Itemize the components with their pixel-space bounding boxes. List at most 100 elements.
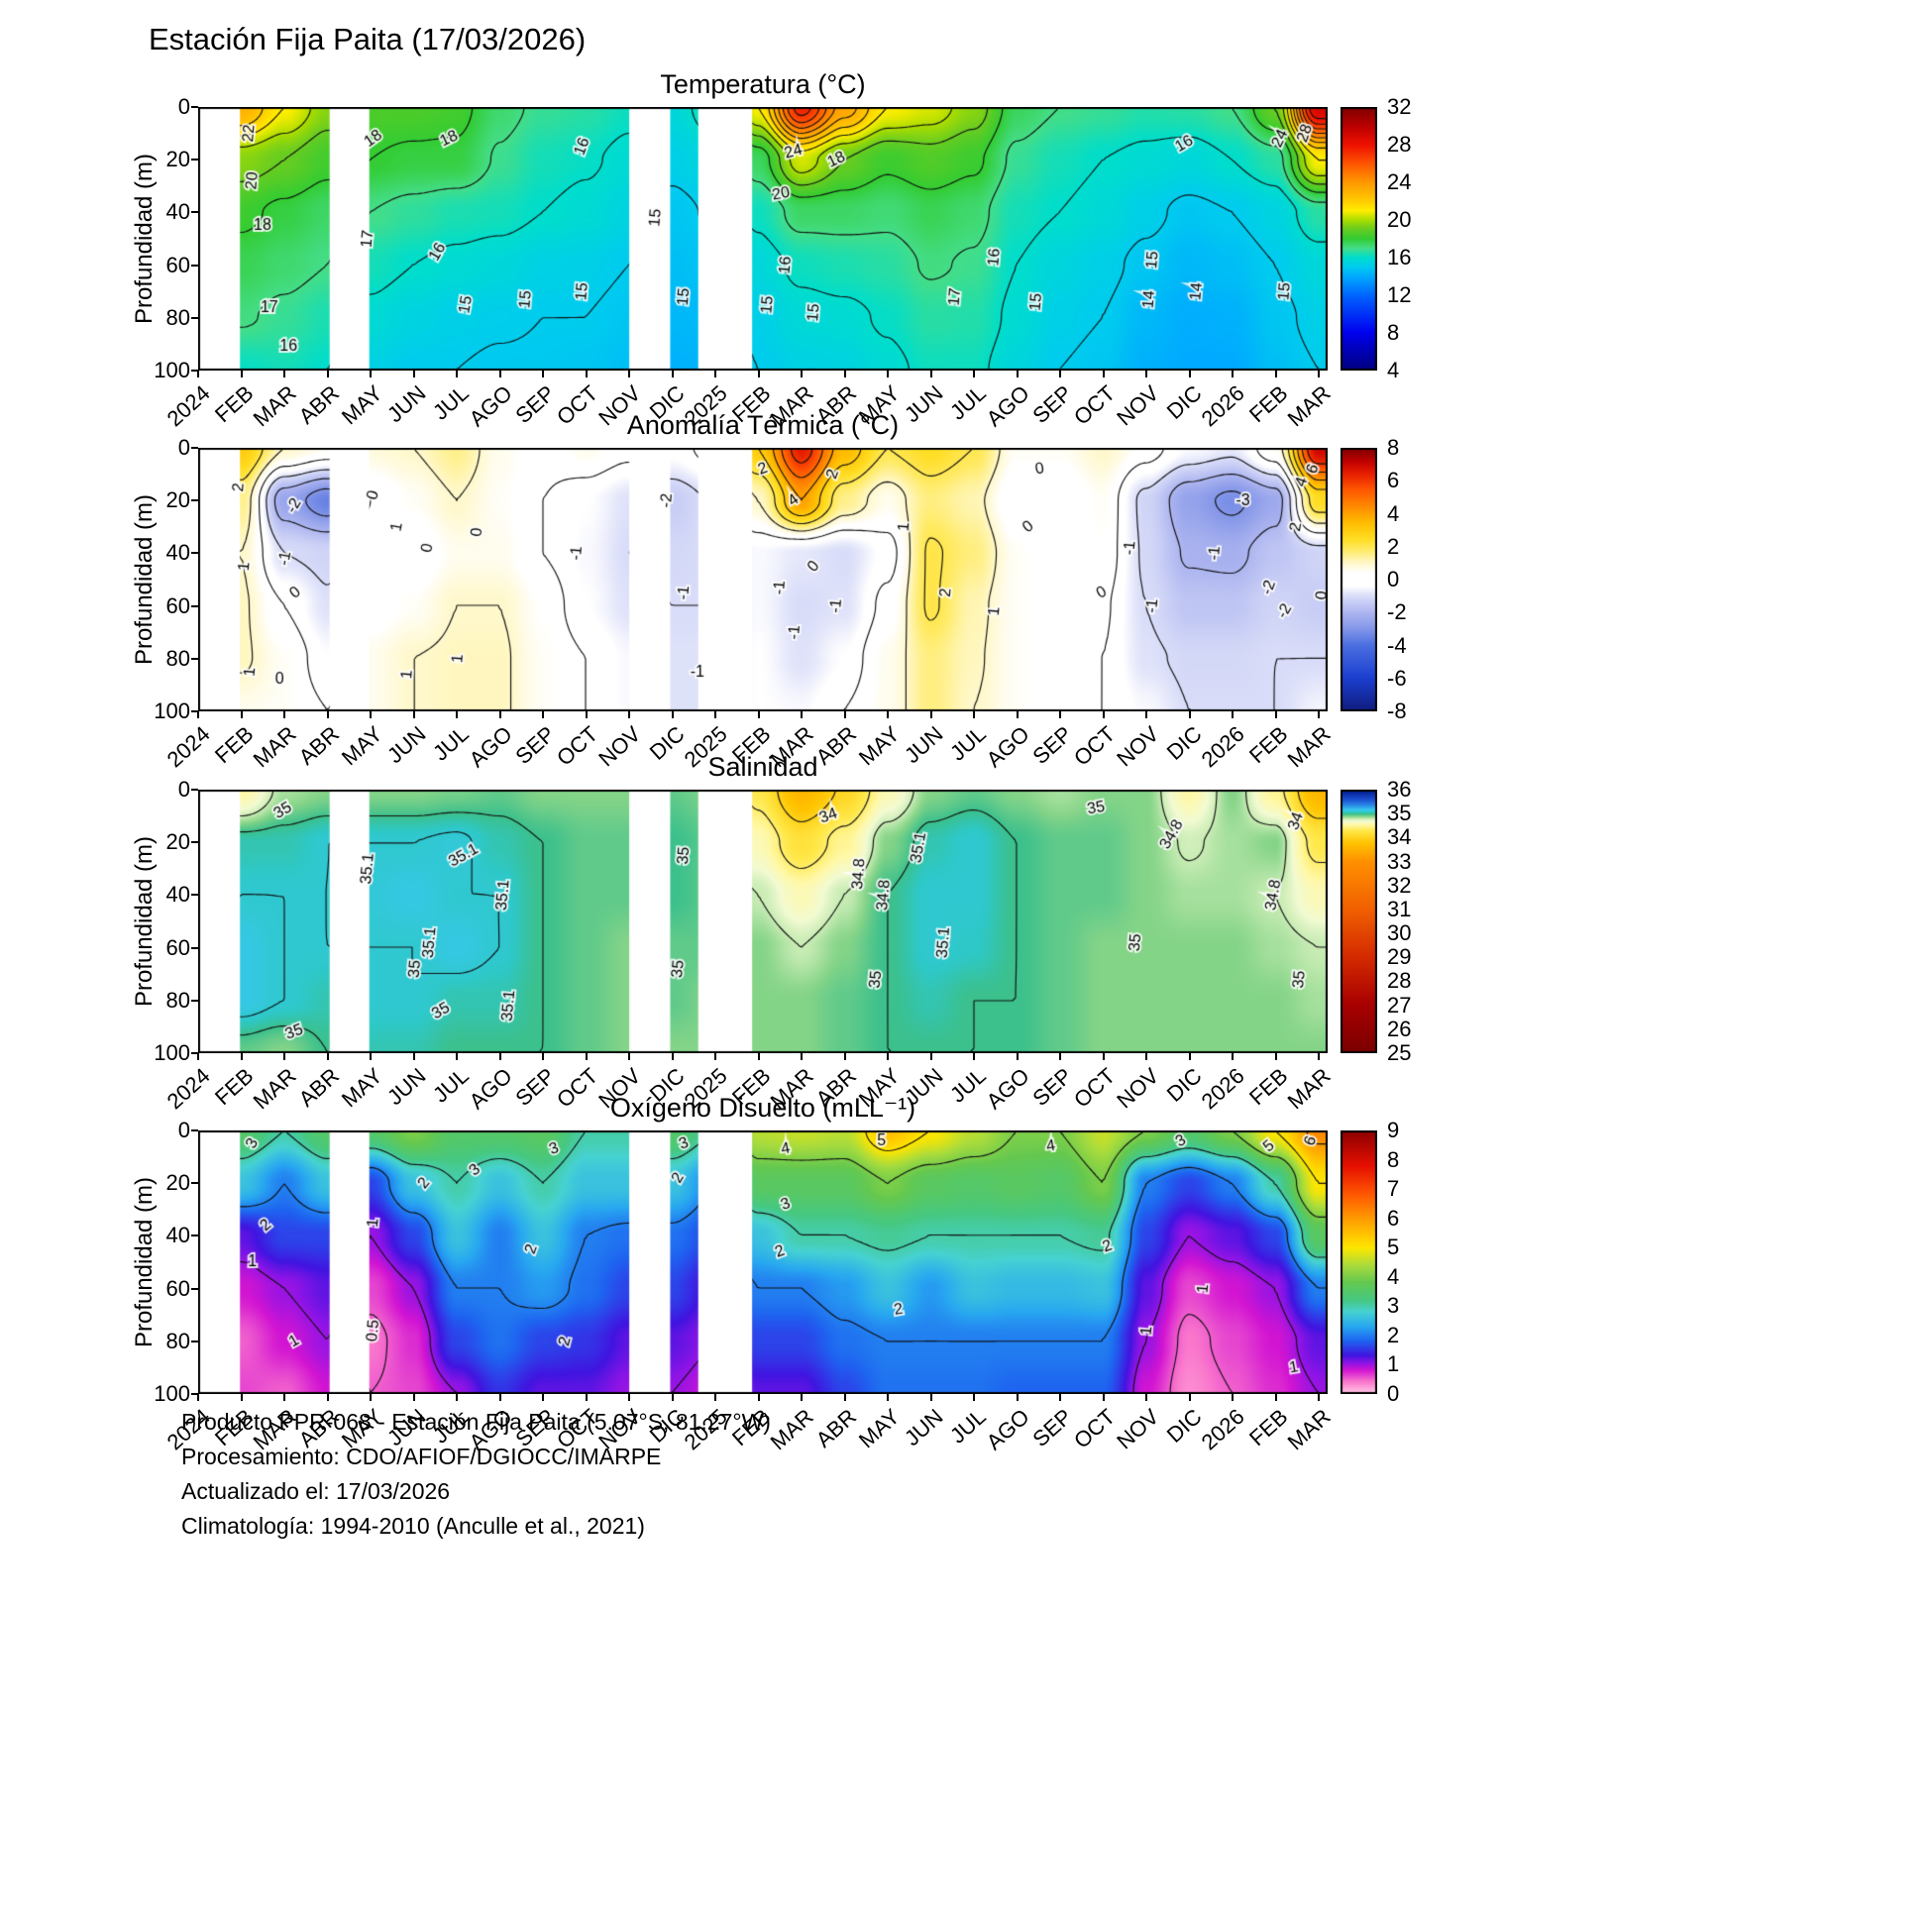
- x-tick-mark: [412, 371, 415, 377]
- x-tick-mark: [498, 1394, 501, 1401]
- colorbar-tick-label: -2: [1387, 599, 1407, 625]
- x-tick-mark: [929, 1053, 932, 1060]
- x-tick-label: MAR: [765, 1404, 818, 1455]
- heatmap-anomalia: [198, 448, 1328, 711]
- x-tick-mark: [1318, 1053, 1321, 1060]
- colorbar-tick-label: 25: [1387, 1040, 1412, 1065]
- colorbar-tick-label: 35: [1387, 801, 1412, 826]
- y-tick-mark: [191, 211, 198, 214]
- y-tick-label: 0: [177, 435, 190, 460]
- x-tick-label: MAY: [853, 1404, 905, 1453]
- y-tick-label: 80: [165, 304, 190, 330]
- colorbar-tick-label: 6: [1387, 1205, 1400, 1231]
- x-tick-mark: [240, 1394, 243, 1401]
- footer: Producto PPR-068 - Estación Fija Paita (…: [181, 1405, 771, 1544]
- x-tick-mark: [326, 711, 329, 718]
- x-tick-mark: [370, 371, 373, 377]
- colorbar-tick-label: 4: [1387, 1263, 1400, 1289]
- y-tick-mark: [191, 159, 198, 161]
- x-tick-label: OCT: [1069, 1404, 1121, 1453]
- heatmap-temperatura: [198, 107, 1328, 371]
- x-tick-mark: [456, 1394, 459, 1401]
- x-tick-mark: [801, 371, 804, 377]
- y-tick-label: 100: [154, 358, 190, 382]
- x-tick-mark: [757, 1053, 760, 1060]
- x-tick-mark: [412, 711, 415, 718]
- y-tick-label: 60: [165, 934, 190, 960]
- x-tick-mark: [628, 371, 631, 377]
- x-tick-label: JUL: [945, 1404, 991, 1449]
- x-tick-mark: [843, 1053, 846, 1060]
- colorbar-tick-label: 28: [1387, 132, 1412, 157]
- y-tick-mark: [191, 604, 198, 607]
- colorbar-tick-label: 4: [1387, 500, 1400, 526]
- x-tick-mark: [1102, 1394, 1105, 1401]
- x-tick-mark: [671, 371, 674, 377]
- x-tick-mark: [628, 1394, 631, 1401]
- colorbar-tick-label: 28: [1387, 968, 1412, 994]
- x-tick-mark: [1016, 711, 1019, 718]
- colorbar-oxigeno: [1341, 1130, 1377, 1394]
- y-tick-label: 40: [165, 1223, 190, 1248]
- y-tick-label: 100: [154, 1040, 190, 1065]
- colorbar-tick-label: -4: [1387, 632, 1407, 658]
- y-tick-label: 40: [165, 199, 190, 225]
- colorbar-tick-label: -6: [1387, 665, 1407, 691]
- colorbar-tick-label: 4: [1387, 358, 1400, 382]
- y-tick-label: 60: [165, 592, 190, 618]
- y-tick-label: 60: [165, 252, 190, 277]
- y-axis-label-salinidad: Profundidad (m): [131, 835, 158, 1008]
- x-tick-mark: [628, 711, 631, 718]
- x-tick-label: JUN: [899, 1404, 948, 1451]
- x-tick-mark: [240, 371, 243, 377]
- x-tick-mark: [1059, 1053, 1062, 1060]
- x-tick-mark: [498, 1053, 501, 1060]
- footer-line-climatology: Climatología: 1994-2010 (Anculle et al.,…: [181, 1513, 645, 1539]
- colorbar-tick-label: 20: [1387, 207, 1412, 232]
- x-tick-mark: [1059, 711, 1062, 718]
- x-tick-mark: [283, 1053, 286, 1060]
- colorbar-tick-label: -8: [1387, 698, 1407, 723]
- y-axis-label-oxigeno: Profundidad (m): [131, 1176, 158, 1348]
- x-tick-mark: [973, 711, 976, 718]
- colorbar-tick-label: 1: [1387, 1351, 1400, 1377]
- y-tick-mark: [191, 1129, 198, 1131]
- x-tick-mark: [585, 1053, 588, 1060]
- x-tick-mark: [887, 1053, 890, 1060]
- y-tick-mark: [191, 1052, 198, 1054]
- y-tick-label: 60: [165, 1275, 190, 1301]
- colorbar-tick-label: 8: [1387, 1146, 1400, 1172]
- x-tick-mark: [671, 711, 674, 718]
- y-tick-label: 0: [177, 777, 190, 802]
- x-tick-mark: [197, 1394, 199, 1401]
- colorbar-tick-label: 32: [1387, 94, 1412, 119]
- x-tick-mark: [456, 371, 459, 377]
- colorbar-tick-label: 26: [1387, 1016, 1412, 1041]
- x-tick-mark: [929, 711, 932, 718]
- y-tick-mark: [191, 657, 198, 660]
- x-tick-mark: [1232, 1394, 1234, 1401]
- x-tick-mark: [628, 1053, 631, 1060]
- y-tick-mark: [191, 1287, 198, 1290]
- x-tick-mark: [370, 711, 373, 718]
- x-tick-mark: [542, 371, 545, 377]
- footer-line-product: Producto PPR-068 - Estación Fija Paita (…: [181, 1409, 771, 1435]
- heatmap-salinidad: [198, 790, 1328, 1053]
- x-tick-mark: [887, 1394, 890, 1401]
- x-tick-mark: [585, 371, 588, 377]
- footer-line-updated: Actualizado el: 17/03/2026: [181, 1478, 451, 1504]
- x-tick-label: FEB: [1243, 1404, 1293, 1451]
- colorbar-tick-label: 29: [1387, 944, 1412, 970]
- y-tick-mark: [191, 1393, 198, 1395]
- colorbar-tick-label: 31: [1387, 896, 1412, 921]
- x-tick-mark: [714, 371, 717, 377]
- x-tick-mark: [456, 711, 459, 718]
- x-tick-mark: [1274, 1053, 1277, 1060]
- colorbar-tick-label: 8: [1387, 320, 1400, 345]
- colorbar-tick-label: 27: [1387, 992, 1412, 1018]
- x-tick-mark: [887, 371, 890, 377]
- x-tick-mark: [498, 371, 501, 377]
- colorbar-salinidad: [1341, 790, 1377, 1053]
- x-tick-label: NOV: [1111, 1404, 1163, 1454]
- y-tick-label: 80: [165, 645, 190, 671]
